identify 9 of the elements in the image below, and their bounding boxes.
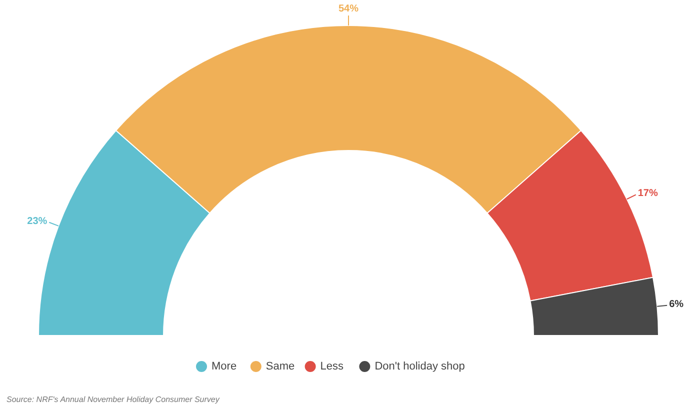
- data-label: 17%: [638, 188, 658, 200]
- legend-label: More: [212, 360, 237, 372]
- legend-label: Don't holiday shop: [374, 360, 465, 372]
- legend-label: Less: [320, 360, 344, 372]
- source-note: Source: NRF's Annual November Holiday Consumer Survey: [6, 395, 220, 404]
- data-label: 6%: [669, 298, 684, 310]
- data-label: 23%: [27, 216, 48, 227]
- data-label: 54%: [338, 4, 359, 14]
- legend-label: Same: [266, 360, 295, 372]
